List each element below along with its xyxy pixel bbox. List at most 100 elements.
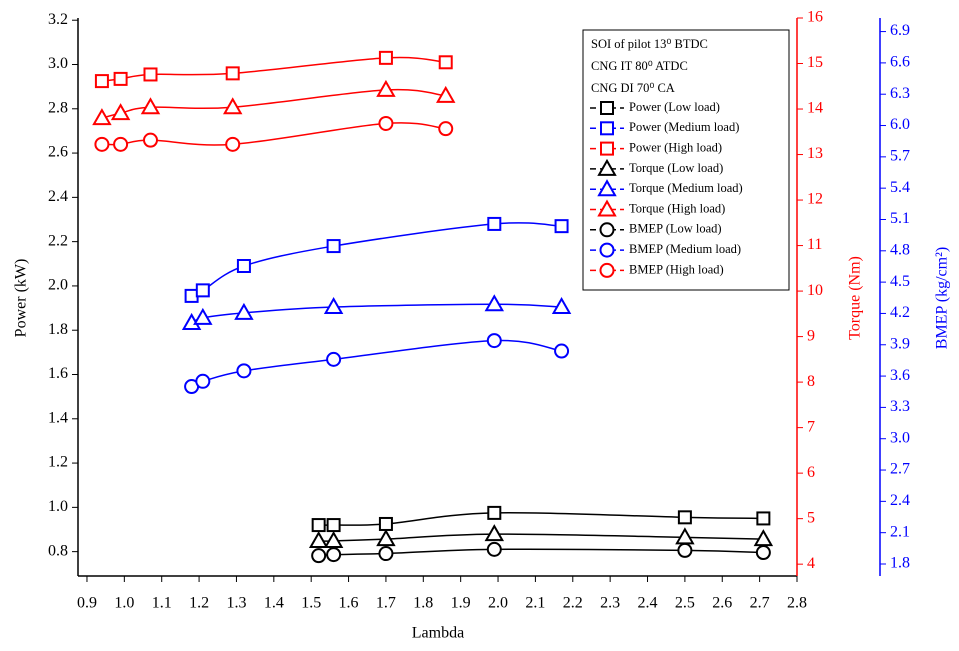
- marker: [326, 351, 342, 367]
- y2-tick-label: 13: [807, 145, 823, 162]
- marker: [92, 108, 112, 126]
- marker: [487, 505, 502, 520]
- y3-tick-label: 1.8: [890, 555, 910, 572]
- x-tick-label: 1.2: [189, 595, 209, 612]
- marker: [554, 219, 569, 234]
- legend-label: Power (High load): [629, 140, 722, 154]
- marker: [323, 530, 344, 548]
- marker: [308, 530, 329, 548]
- legend-label: BMEP (Medium load): [629, 242, 741, 256]
- y3-tick-label: 6.9: [890, 22, 910, 39]
- legend-label: Power (Low load): [629, 100, 720, 114]
- marker: [326, 547, 342, 563]
- y-tick-label: 2.6: [48, 144, 68, 161]
- marker: [311, 518, 326, 533]
- marker: [311, 548, 327, 564]
- y-tick-label: 2.8: [48, 99, 68, 116]
- y2-tick-label: 16: [807, 9, 823, 26]
- y-tick-label: 3.0: [48, 55, 68, 72]
- marker: [600, 101, 614, 115]
- y3-tick-label: 6.3: [890, 85, 910, 102]
- marker: [184, 288, 199, 303]
- marker: [438, 121, 454, 137]
- legend: SOI of pilot 13⁰ BTDC CNG IT 80⁰ ATDC CNG …: [582, 29, 790, 291]
- y3-tick-label: 5.4: [890, 179, 910, 196]
- marker: [599, 222, 615, 238]
- y3-tick-label: 4.8: [890, 241, 910, 258]
- y3-tick-label: 2.4: [890, 492, 910, 509]
- marker: [438, 55, 453, 70]
- marker: [110, 103, 131, 121]
- x-tick-label: 1.3: [226, 595, 246, 612]
- y-tick-label: 1.0: [48, 498, 68, 515]
- y2-tick-label: 15: [807, 54, 823, 71]
- marker: [140, 97, 161, 115]
- annotation: SOI of pilot 13⁰ BTDC: [591, 37, 708, 51]
- marker: [193, 307, 213, 325]
- marker: [677, 510, 692, 525]
- marker: [486, 333, 502, 349]
- y3-tick-label: 5.7: [890, 148, 910, 165]
- y3-tick-label: 2.7: [890, 461, 910, 478]
- y-tick-label: 0.8: [48, 542, 68, 559]
- series-line: [191, 339, 562, 388]
- x-tick-label: 1.5: [301, 595, 321, 612]
- marker: [551, 296, 572, 315]
- marker: [94, 136, 110, 152]
- marker: [755, 545, 771, 561]
- y3-tick-label: 6.0: [890, 116, 910, 133]
- x-tick-label: 2.0: [488, 595, 508, 612]
- x-tick-label: 1.0: [114, 595, 134, 612]
- marker: [236, 363, 252, 379]
- y3-tick-label: 3.9: [890, 335, 910, 352]
- marker: [236, 259, 251, 273]
- y3-tick-label: 4.2: [890, 304, 910, 321]
- marker: [599, 262, 615, 278]
- marker: [195, 283, 210, 298]
- y2-tick-label: 14: [807, 100, 823, 117]
- marker: [484, 294, 505, 312]
- annotation: CNG DI 70⁰ CA: [591, 81, 675, 95]
- marker: [113, 71, 128, 86]
- marker: [487, 216, 502, 231]
- x-tick-label: 2.6: [712, 595, 732, 612]
- annotation: CNG IT 80⁰ ATDC: [591, 59, 688, 73]
- marker: [94, 74, 109, 89]
- marker: [195, 373, 211, 389]
- x-tick-label: 2.4: [638, 595, 658, 612]
- y2-tick-label: 9: [807, 327, 815, 344]
- y2-tick-label: 10: [807, 282, 823, 299]
- x-tick-label: 1.6: [339, 595, 359, 612]
- marker: [554, 343, 570, 359]
- marker: [234, 302, 254, 320]
- marker: [326, 518, 341, 533]
- x-tick-label: 2.2: [563, 595, 583, 612]
- y3-tick-label: 3.0: [890, 429, 910, 446]
- legend-label: Torque (High load): [629, 201, 725, 215]
- marker: [378, 115, 394, 131]
- marker: [484, 524, 505, 542]
- y-tick-label: 1.6: [48, 365, 68, 382]
- y2-tick-label: 12: [807, 191, 823, 208]
- x-axis-title: Lambda: [412, 625, 464, 642]
- marker: [222, 97, 243, 115]
- y2-axis-title: Torque (Nm): [847, 256, 864, 340]
- marker: [323, 296, 344, 315]
- x-tick-label: 1.4: [264, 595, 284, 612]
- x-tick-label: 1.7: [376, 595, 396, 612]
- marker: [599, 242, 615, 258]
- legend-label: Power (Medium load): [629, 120, 739, 134]
- y2-tick-label: 8: [807, 373, 815, 390]
- y3-tick-label: 2.1: [890, 523, 910, 540]
- x-tick-label: 2.3: [600, 595, 620, 612]
- marker: [756, 511, 771, 526]
- legend-label: BMEP (Low load): [629, 222, 722, 236]
- x-tick-label: 2.1: [525, 595, 545, 612]
- y-tick-label: 1.4: [48, 409, 68, 426]
- y-tick-label: 1.2: [48, 454, 68, 471]
- y3-tick-label: 6.6: [890, 54, 910, 71]
- marker: [597, 179, 617, 197]
- y-tick-label: 2.0: [48, 277, 68, 294]
- legend-label: BMEP (High load): [629, 262, 724, 276]
